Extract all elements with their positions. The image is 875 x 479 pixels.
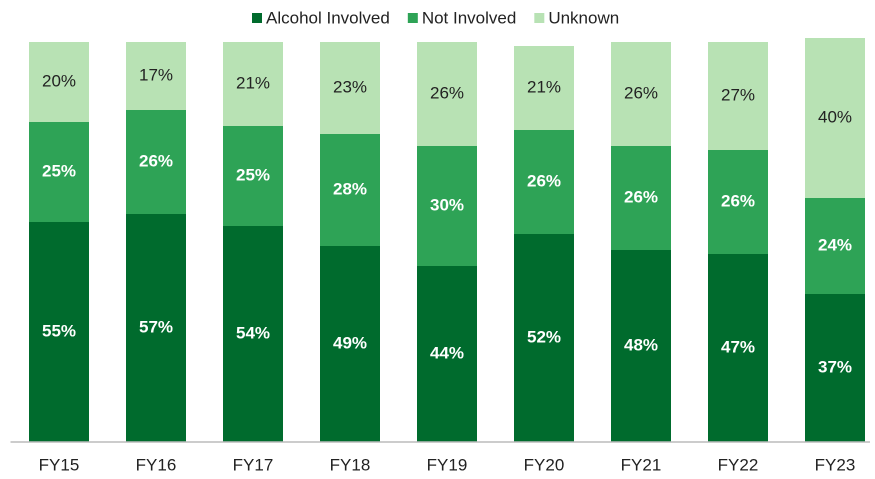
bar-segment xyxy=(514,130,574,234)
value-label: 23% xyxy=(333,77,367,96)
value-label: 47% xyxy=(721,337,755,356)
bar-segment xyxy=(417,42,477,146)
bar-segment xyxy=(611,146,671,250)
bar-segment xyxy=(417,146,477,266)
bar-segment xyxy=(805,198,865,294)
value-label: 27% xyxy=(721,85,755,104)
x-tick-label: FY17 xyxy=(233,455,274,474)
bar-segment xyxy=(320,246,380,442)
bar-segment xyxy=(223,126,283,226)
value-label: 25% xyxy=(236,165,270,184)
bar-segment xyxy=(708,254,768,442)
legend-swatch xyxy=(534,13,545,23)
bar-segment xyxy=(29,222,89,442)
value-label: 26% xyxy=(624,83,658,102)
value-label: 57% xyxy=(139,317,173,336)
x-tick-label: FY23 xyxy=(815,455,856,474)
bar-segment xyxy=(223,42,283,126)
value-label: 21% xyxy=(236,73,270,92)
bar-segment xyxy=(320,134,380,246)
value-label: 55% xyxy=(42,321,76,340)
bar-segment xyxy=(611,250,671,442)
value-label: 17% xyxy=(139,65,173,84)
bar-segment xyxy=(514,234,574,442)
legend-swatch xyxy=(252,13,262,23)
value-label: 25% xyxy=(42,161,76,180)
bar-segment xyxy=(126,110,186,214)
value-label: 28% xyxy=(333,179,367,198)
value-label: 49% xyxy=(333,333,367,352)
value-label: 20% xyxy=(42,71,76,90)
legend-label: Not Involved xyxy=(422,8,517,27)
value-label: 40% xyxy=(818,107,852,126)
x-tick-label: FY21 xyxy=(621,455,662,474)
bar-segment xyxy=(223,226,283,442)
x-tick-label: FY18 xyxy=(330,455,371,474)
value-label: 21% xyxy=(527,77,561,96)
x-tick-label: FY20 xyxy=(524,455,565,474)
bar-segment xyxy=(708,150,768,254)
bar-segment xyxy=(708,42,768,150)
x-tick-label: FY22 xyxy=(718,455,759,474)
value-label: 24% xyxy=(818,235,852,254)
value-label: 52% xyxy=(527,327,561,346)
value-label: 44% xyxy=(430,343,464,362)
x-tick-label: FY16 xyxy=(136,455,177,474)
x-tick-label: FY19 xyxy=(427,455,468,474)
bar-segment xyxy=(29,42,89,122)
bar-segment xyxy=(320,42,380,134)
legend-label: Alcohol Involved xyxy=(266,8,390,27)
bar-segment xyxy=(417,266,477,442)
value-label: 26% xyxy=(430,83,464,102)
x-tick-label: FY15 xyxy=(39,455,80,474)
value-label: 48% xyxy=(624,335,658,354)
bar-segment xyxy=(126,214,186,442)
bar-segment xyxy=(611,42,671,146)
bar-segment xyxy=(126,42,186,110)
bar-segment xyxy=(805,38,865,198)
value-label: 54% xyxy=(236,323,270,342)
value-label: 30% xyxy=(430,195,464,214)
bar-segment xyxy=(514,46,574,130)
value-label: 37% xyxy=(818,357,852,376)
value-label: 26% xyxy=(721,191,755,210)
legend-label: Unknown xyxy=(548,8,619,27)
bar-segment xyxy=(29,122,89,222)
bar-segment xyxy=(805,294,865,442)
value-label: 26% xyxy=(624,187,658,206)
value-label: 26% xyxy=(527,171,561,190)
value-label: 26% xyxy=(139,151,173,170)
legend-swatch xyxy=(407,13,418,23)
